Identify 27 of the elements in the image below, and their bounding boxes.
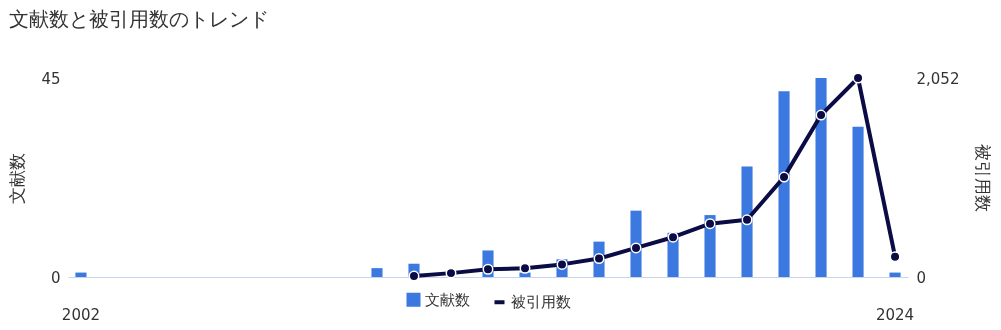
point: [741, 214, 753, 226]
y2-tick-label: 2,052: [916, 69, 960, 88]
legend-label: 被引用数: [511, 293, 571, 312]
point: [593, 253, 605, 265]
y2-tick-label: 0: [916, 268, 927, 287]
x-tick-label: 2024: [875, 305, 915, 324]
x-tick-label: 2002: [61, 305, 101, 324]
point: [556, 258, 568, 270]
bar: [815, 78, 827, 277]
bar: [852, 126, 864, 277]
point: [482, 263, 494, 275]
legend-label: 文献数: [425, 290, 470, 309]
point: [667, 231, 679, 243]
point: [815, 109, 827, 121]
chart-title: 文献数と被引用数のトレンド: [8, 7, 269, 32]
bar: [889, 272, 901, 277]
point: [519, 262, 531, 274]
bar: [75, 272, 87, 277]
y-axis-title: 文献数: [7, 152, 28, 204]
y-tick-label: 45: [41, 69, 61, 88]
y2-axis-title: 被引用数: [973, 144, 994, 212]
bar: [741, 166, 753, 277]
bar: [778, 91, 790, 277]
bar: [371, 268, 383, 277]
point: [778, 171, 790, 183]
bar: [519, 272, 531, 277]
point: [445, 267, 457, 279]
